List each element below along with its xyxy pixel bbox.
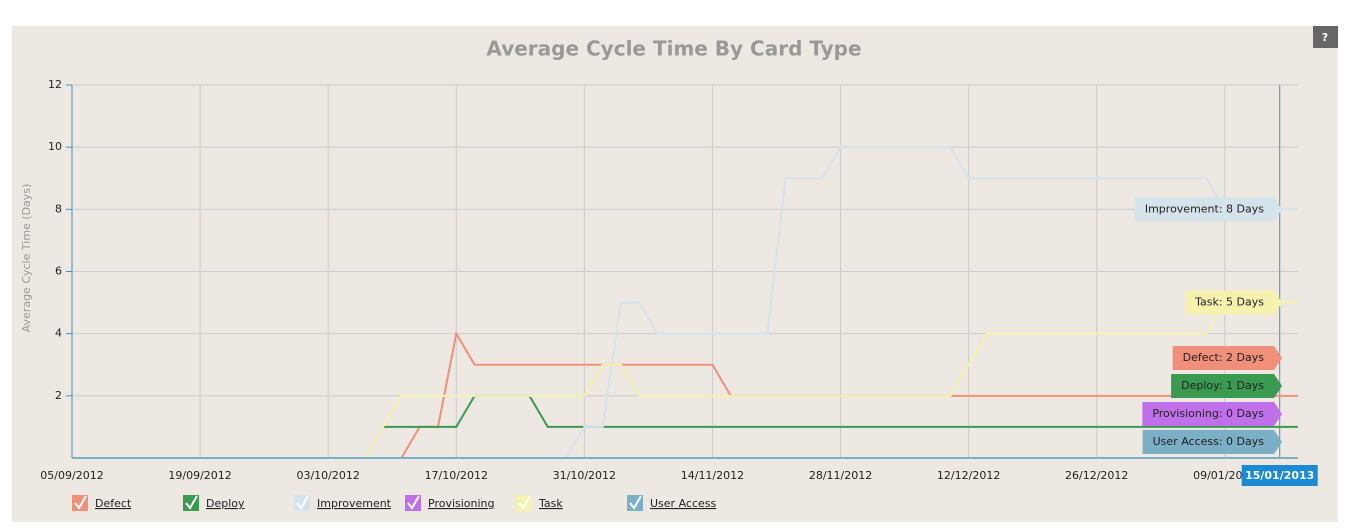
x-tick-label: 31/10/2012 [553,469,616,482]
legend-check [407,495,420,510]
x-tick-label: 26/12/2012 [1065,469,1128,482]
end-label-text: Task: 5 Days [1194,296,1264,309]
panel [12,26,1338,522]
end-label-box [1134,197,1274,222]
x-tick-label: 19/09/2012 [168,469,231,482]
help-icon[interactable]: ? [1322,31,1328,44]
legend-item[interactable]: Improvement [294,495,392,511]
x-marker-box [1241,465,1318,486]
legend-item[interactable]: Provisioning [405,495,495,511]
legend-check [629,495,642,510]
end-label-arrow [1274,197,1282,222]
x-tick-label: 03/10/2012 [296,469,359,482]
x-tick-label: 12/12/2012 [937,469,1000,482]
legend-item[interactable]: Task [516,495,563,511]
y-tick-label: 10 [48,140,62,153]
y-axis-label: Average Cycle Time (Days) [20,184,33,333]
legend-check [296,495,309,510]
end-label-text: Provisioning: 0 Days [1152,407,1264,420]
end-label: Defect: 2 Days [1172,346,1282,370]
y-tick-label: 6 [55,265,62,278]
legend-item[interactable]: Defect [72,495,132,511]
legend-item[interactable]: User Access [627,495,716,511]
legend-text[interactable]: Improvement [317,497,392,510]
x-tick-label: 09/01/2013 [1193,469,1256,482]
x-tick-label: 05/09/2012 [40,469,103,482]
end-label-arrow [1274,346,1282,370]
end-label-box [1142,430,1274,454]
end-label-text: Defect: 2 Days [1183,351,1265,364]
end-label-arrow [1274,430,1282,454]
x-tick-label: 14/11/2012 [681,469,744,482]
y-tick-label: 4 [55,327,62,340]
x-tick-label: 17/10/2012 [425,469,488,482]
chart-title: Average Cycle Time By Card Type [486,37,861,61]
end-label-box [1185,290,1274,315]
end-label-text: Deploy: 1 Days [1181,379,1264,392]
y-tick-label: 2 [55,389,62,402]
legend-check [518,495,531,510]
legend-check [74,495,87,510]
series-line [383,394,1298,428]
series-line [400,330,1298,459]
y-tick-label: 8 [55,202,62,215]
legend-item[interactable]: Deploy [183,495,245,511]
end-label-text: Improvement: 8 Days [1145,202,1264,215]
end-label-arrow [1274,374,1282,398]
legend-text[interactable]: User Access [650,497,716,510]
end-label-box [1171,374,1274,398]
end-label: Task: 5 Days [1185,290,1282,315]
end-label: Provisioning: 0 Days [1142,402,1282,426]
help-button[interactable] [1313,26,1338,48]
end-label-arrow [1274,402,1282,426]
end-label-text: User Access: 0 Days [1153,435,1265,448]
end-label-arrow [1274,290,1282,315]
end-label: User Access: 0 Days [1142,430,1282,454]
legend-text[interactable]: Defect [95,497,132,510]
legend-text[interactable]: Deploy [206,497,245,510]
series-line [363,301,1298,459]
legend-text[interactable]: Provisioning [428,497,495,510]
end-label-box [1172,346,1274,370]
end-label: Improvement: 8 Days [1134,197,1282,222]
x-tick-label: 28/11/2012 [809,469,872,482]
legend-text[interactable]: Task [538,497,563,510]
legend-check [185,495,198,510]
x-marker-label: 15/01/2013 [1245,469,1314,482]
y-tick-label: 12 [48,78,62,91]
end-label: Deploy: 1 Days [1171,374,1282,398]
end-label-box [1142,402,1274,426]
